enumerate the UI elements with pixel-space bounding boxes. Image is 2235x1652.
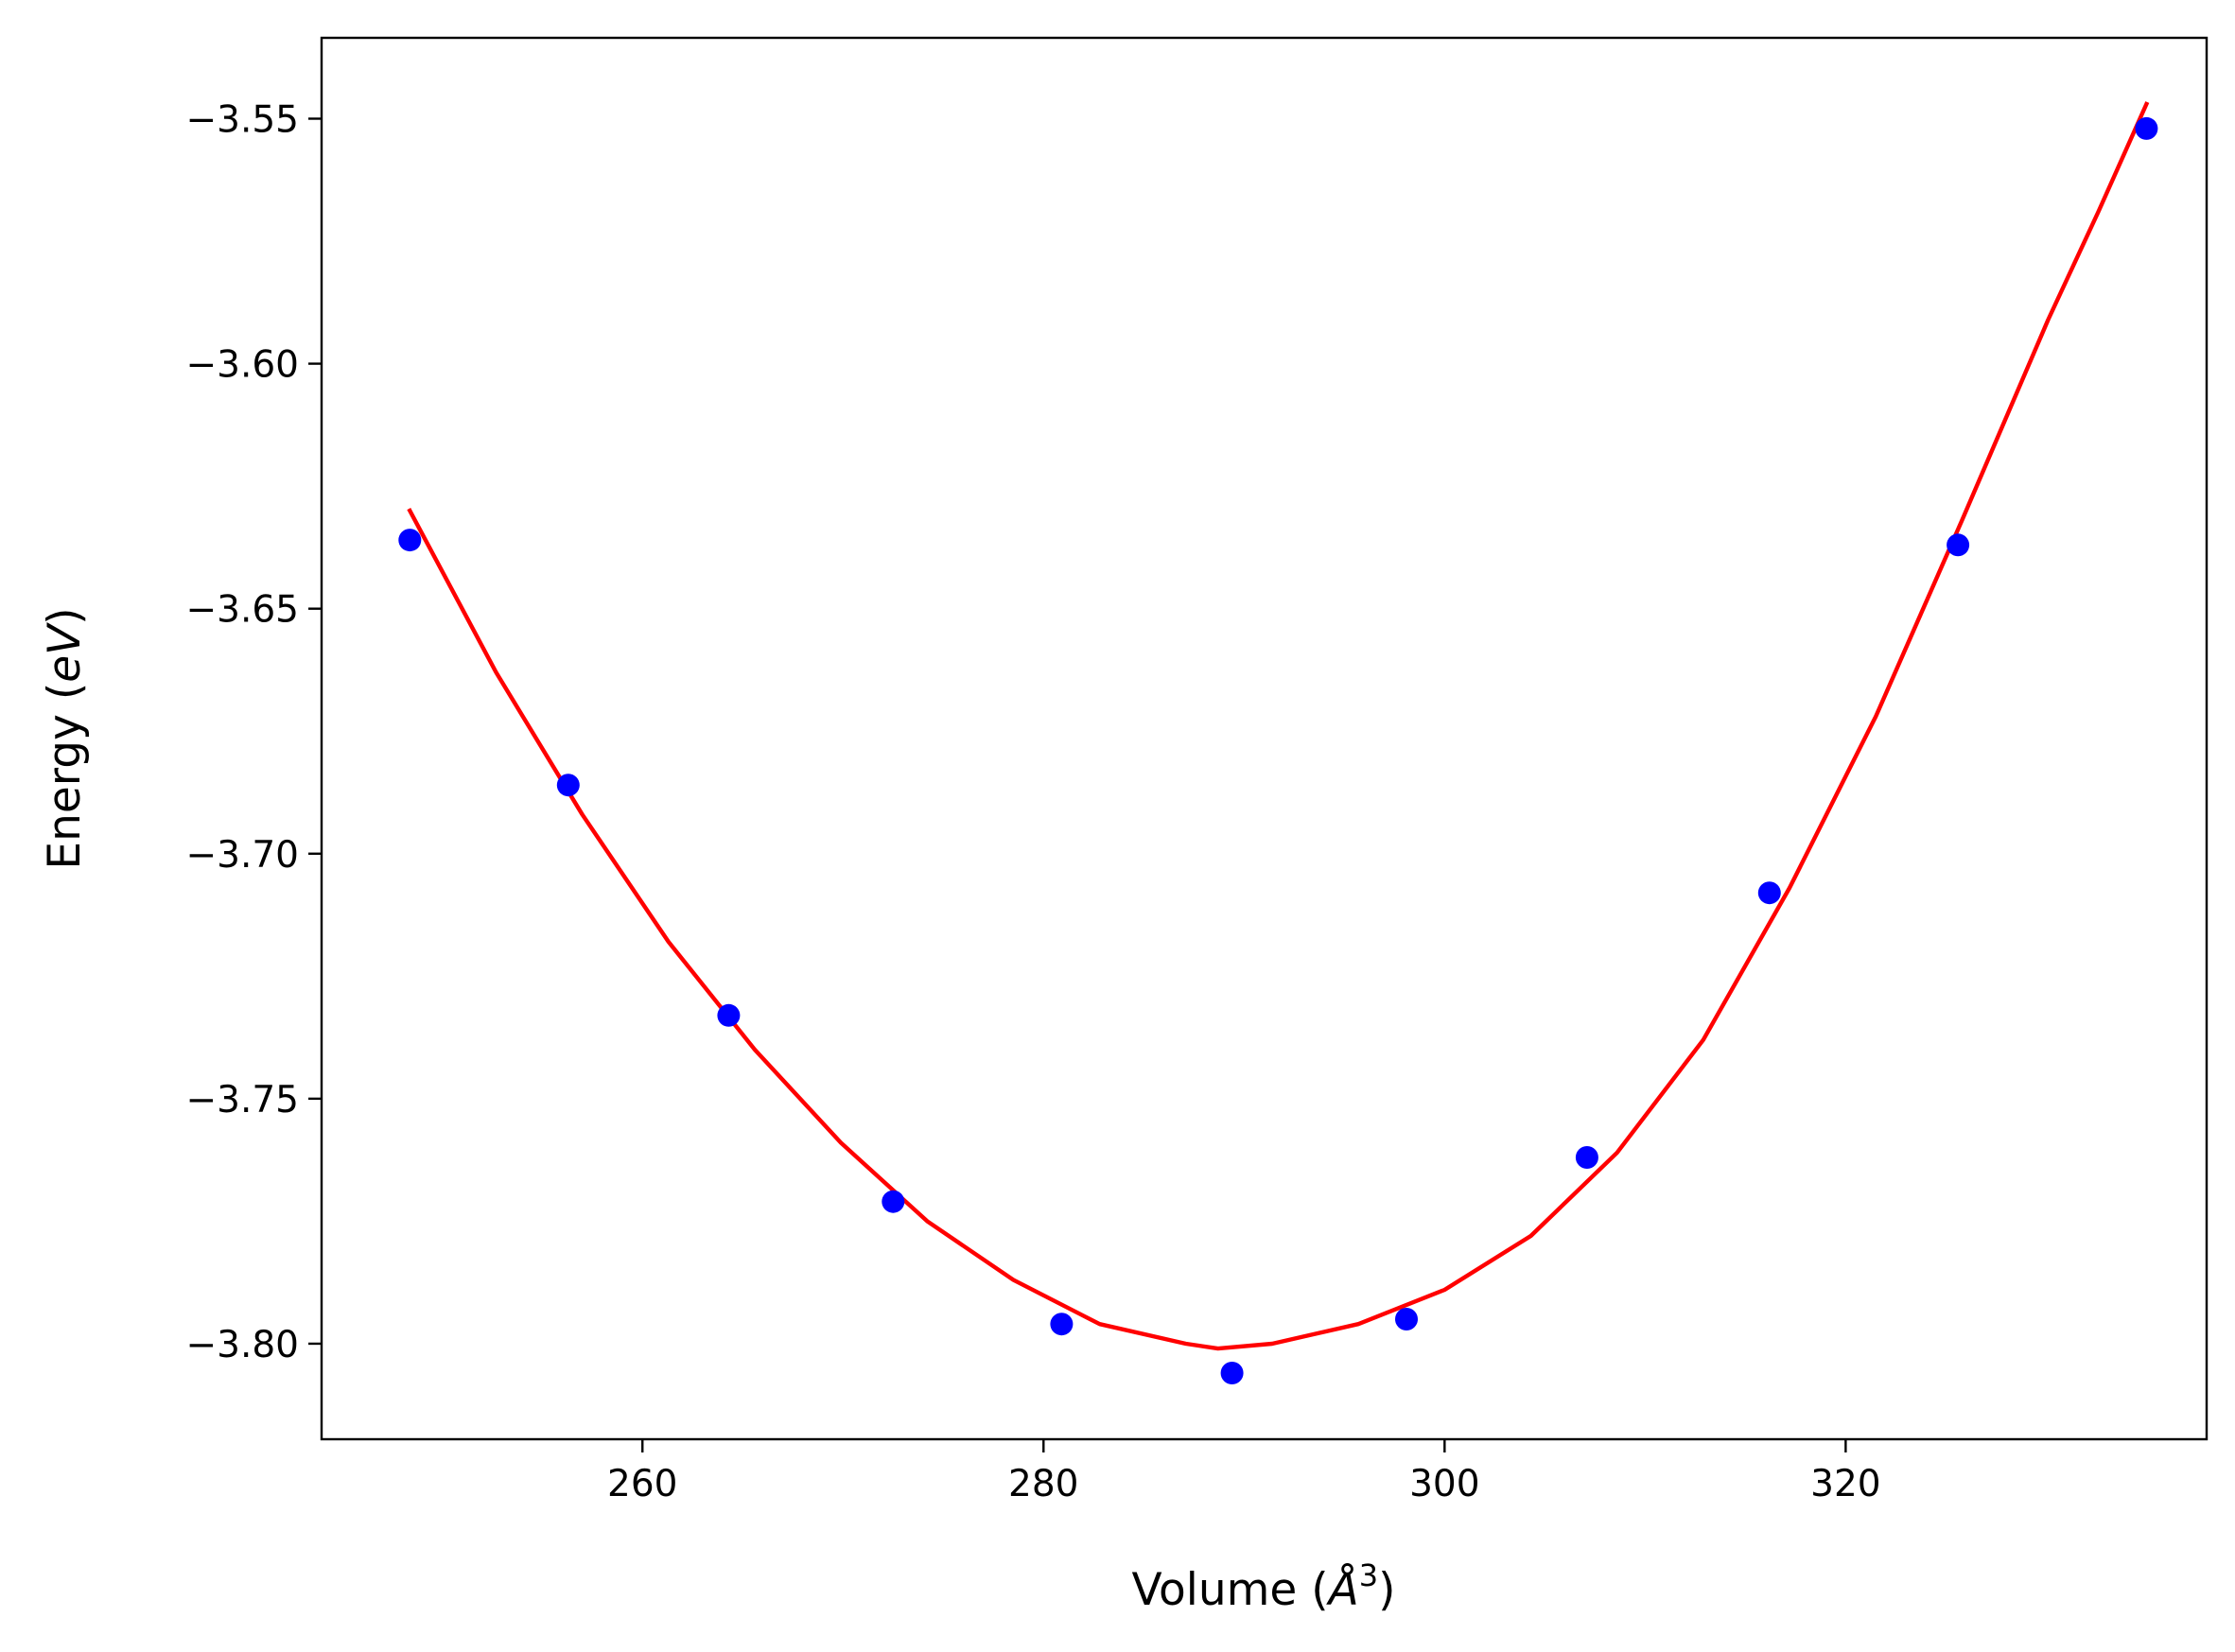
y-tick-label: −3.60 [185, 344, 299, 387]
y-axis-label-main: Energy ( [39, 683, 91, 870]
data-point [398, 529, 422, 552]
data-point [1757, 881, 1781, 905]
x-axis-label-unit: Å [1326, 1564, 1359, 1616]
y-axis-label-unit: eV [39, 622, 91, 683]
x-axis-label-main: Volume ( [1132, 1564, 1329, 1616]
y-axis-label: Energy (eV) [39, 607, 91, 869]
data-point [882, 1190, 905, 1213]
data-points-layer [398, 116, 2158, 1384]
data-point [1395, 1308, 1418, 1330]
y-tick-label: −3.80 [185, 1324, 299, 1366]
x-tick-label: 280 [1008, 1463, 1078, 1505]
y-axis-label-close: ) [39, 607, 91, 624]
data-point [2135, 116, 2158, 140]
data-point [1220, 1362, 1244, 1384]
x-axis-label-close: ) [1378, 1564, 1395, 1616]
y-tick-label: −3.65 [185, 589, 299, 632]
y-tick-label: −3.75 [185, 1079, 299, 1122]
y-axis-ticks: −3.55 −3.60 −3.65 −3.70 −3.75 −3.80 [185, 99, 322, 1366]
data-point [1947, 533, 1970, 557]
x-tick-label: 260 [607, 1463, 677, 1505]
y-tick-label: −3.70 [185, 834, 299, 877]
y-tick-label: −3.55 [185, 99, 299, 142]
data-point [1050, 1313, 1074, 1336]
data-point [717, 1003, 741, 1027]
x-axis-label-exponent: 3 [1359, 1557, 1378, 1593]
data-point [1575, 1146, 1598, 1169]
x-tick-label: 300 [1409, 1463, 1479, 1505]
data-point [556, 774, 580, 797]
x-tick-label: 320 [1810, 1463, 1880, 1505]
x-axis-label: Volume (Å3) [1132, 1557, 1396, 1616]
plot-frame [320, 36, 2209, 1441]
x-axis-ticks: 260 280 300 320 [607, 1439, 1881, 1505]
